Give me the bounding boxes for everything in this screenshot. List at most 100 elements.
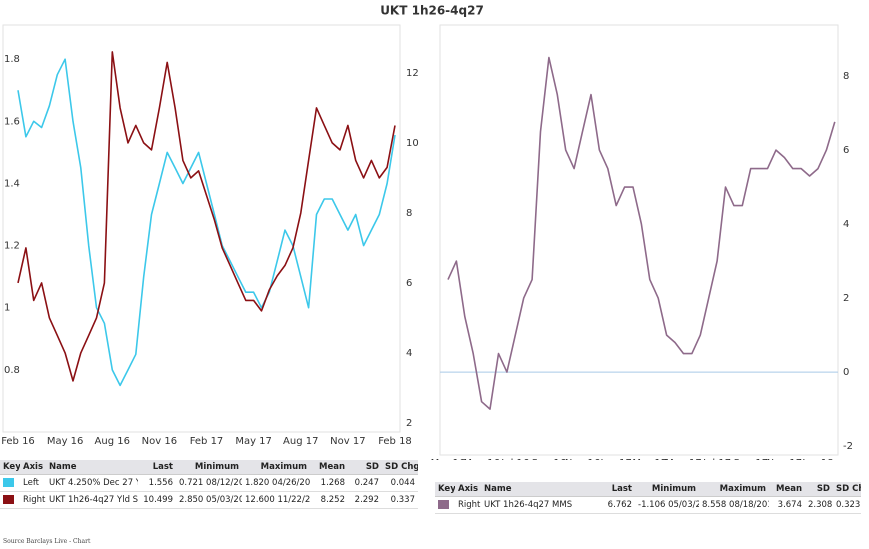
- x-tick-label: Feb 17: [190, 436, 224, 447]
- x-tick-label: Feb 18: [378, 436, 412, 447]
- key-swatch: [438, 500, 449, 509]
- max-value: 8.558: [702, 500, 727, 510]
- y2-tick-label: 4: [843, 219, 849, 230]
- max-cell: 1.820 04/26/2016: [242, 474, 310, 492]
- min-cell: 2.850 05/03/2016: [176, 491, 242, 509]
- sd-cell: 2.292: [348, 491, 382, 509]
- chart-title: UKT 1h26-4q27: [380, 4, 484, 18]
- header-cell: Axis: [455, 482, 481, 497]
- series-line: [17, 51, 396, 382]
- axis-cell: Right: [20, 491, 46, 509]
- y2-tick-label: 2: [843, 293, 849, 304]
- header-cell: Mean: [769, 482, 805, 497]
- x-tick-label: May 17: [665, 458, 702, 460]
- plot-frame: [2, 24, 401, 433]
- x-tick-label: May 16: [463, 458, 500, 460]
- x-tick-label: Jan 18: [801, 458, 833, 460]
- source: Source Barclays Live - Chart: [3, 538, 91, 545]
- header-cell: SD Chg: [833, 482, 861, 497]
- x-tick-label: Nov 17: [330, 436, 365, 447]
- axis-cell: Left: [20, 474, 46, 492]
- header-cell: Mean: [310, 460, 348, 475]
- x-tick-label: Mar 17: [632, 458, 667, 460]
- max-value: 1.820: [245, 478, 270, 488]
- min-cell: -1.106 05/03/2016: [635, 496, 699, 514]
- x-tick-label: Aug 17: [283, 436, 318, 447]
- min-date: 08/12/2016: [206, 478, 242, 488]
- name-cell: UKT 1h26-4q27 MMS: [481, 496, 597, 514]
- header-cell: Minimum: [635, 482, 699, 497]
- y-tick-label: 1.4: [4, 178, 20, 189]
- y2-tick-label: 12: [406, 68, 419, 79]
- header-cell: SD Chg: [382, 460, 418, 475]
- charts: UKT 1h26-4q27 0.8 1 1.2 1.4 1.6 1.8 2 4 6 8 10 12 Fe…: [1, 4, 853, 461]
- table-row: Right UKT 1h26-4q27 MMS 6.762 -1.106 05/03/…: [435, 496, 861, 514]
- min-date: 05/03/2016: [206, 495, 242, 505]
- header-cell: Axis: [20, 460, 46, 475]
- min-date: 05/03/2016: [668, 500, 699, 510]
- x-tick-label: Jul 16: [500, 458, 529, 460]
- x-tick-label: Aug 16: [95, 436, 130, 447]
- max-cell: 12.600 11/22/2016: [242, 491, 310, 509]
- key-swatch: [3, 495, 14, 504]
- y2-tick-label: 6: [406, 278, 412, 289]
- x-tick-label: Feb 16: [1, 436, 35, 447]
- x-tick-label: Jul 17: [702, 458, 731, 460]
- y-tick-label: 1.6: [4, 116, 20, 127]
- header-cell: Maximum: [242, 460, 310, 475]
- y2-tick-label: 2: [406, 418, 412, 429]
- y-tick-label: 1: [4, 303, 10, 314]
- series-line: [447, 56, 836, 410]
- sd-chg-cell: 0.044: [382, 474, 418, 492]
- sd-cell: 0.247: [348, 474, 382, 492]
- name-cell: UKT 1h26-4q27 Yld Sprd: [46, 491, 138, 509]
- series-line: [17, 58, 396, 387]
- mean-cell: 1.268: [310, 474, 348, 492]
- sd-chg-cell: 0.323: [833, 496, 861, 514]
- x-tick-label: Nov 16: [565, 458, 600, 460]
- key-cell: [435, 496, 455, 514]
- min-value: 0.721: [179, 478, 204, 488]
- y2-tick-label: 6: [843, 145, 849, 156]
- min-cell: 0.721 08/12/2016: [176, 474, 242, 492]
- key-cell: [0, 491, 20, 509]
- y2-tick-label: 8: [406, 208, 412, 219]
- key-cell: [0, 474, 20, 492]
- header-cell: Maximum: [699, 482, 769, 497]
- min-value: 2.850: [179, 495, 204, 505]
- x-tick-label: May 16: [47, 436, 84, 447]
- x-tick-label: Mar 16: [431, 458, 466, 460]
- y2-tick-label: 10: [406, 138, 419, 149]
- last-cell: 1.556: [138, 474, 176, 492]
- max-date: 11/22/2016: [277, 495, 310, 505]
- header-cell: Last: [597, 482, 635, 497]
- y-tick-label: 0.8: [4, 365, 20, 376]
- last-cell: 10.499: [138, 491, 176, 509]
- x-tick-label: Nov 16: [142, 436, 177, 447]
- y2-tick-label: 8: [843, 71, 849, 82]
- header-cell: Key: [435, 482, 455, 497]
- last-cell: 6.762: [597, 496, 635, 514]
- name-cell: UKT 4.250% Dec 27 Yield: [46, 474, 138, 492]
- y-tick-label: 1.2: [4, 241, 20, 252]
- max-date: 08/18/2016: [729, 500, 769, 510]
- max-date: 04/26/2016: [272, 478, 310, 488]
- header-cell: Last: [138, 460, 176, 475]
- header-cell: Name: [46, 460, 138, 475]
- x-tick-label: May 17: [235, 436, 272, 447]
- y2-tick-label: -2: [843, 441, 853, 452]
- x-tick-label: Nov 17: [767, 458, 802, 460]
- header-cell: SD: [348, 460, 382, 475]
- sd-cell: 2.308: [805, 496, 833, 514]
- y-tick-label: 1.8: [4, 54, 20, 65]
- x-tick-label: Sep 17: [733, 458, 768, 460]
- max-value: 12.600: [245, 495, 275, 505]
- key-swatch: [3, 478, 14, 487]
- plot-frame: [439, 24, 839, 456]
